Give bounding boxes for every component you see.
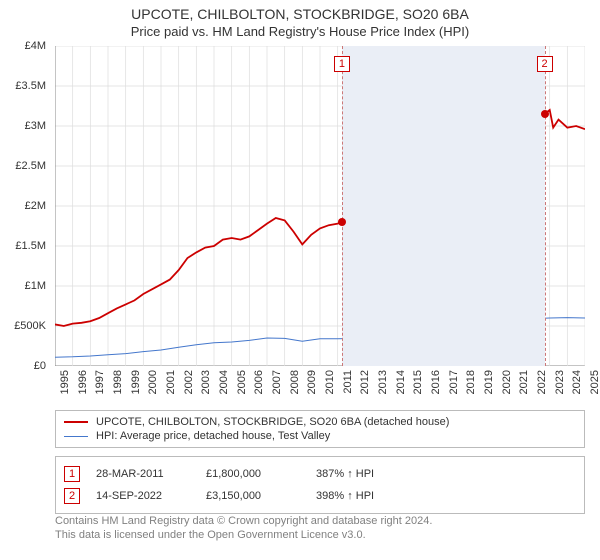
footnote-line: This data is licensed under the Open Gov… (55, 528, 585, 542)
chart-title: UPCOTE, CHILBOLTON, STOCKBRIDGE, SO20 6B… (0, 0, 600, 22)
sale-period-band (342, 46, 545, 366)
footnote-line: Contains HM Land Registry data © Crown c… (55, 514, 585, 528)
x-tick-label: 2016 (430, 370, 442, 394)
x-tick-label: 2006 (253, 370, 265, 394)
sales-date: 14-SEP-2022 (96, 490, 206, 502)
sales-row: 2 14-SEP-2022£3,150,000398% ↑ HPI (64, 485, 576, 507)
marker-label-box: 1 (334, 56, 350, 72)
x-tick-label: 2021 (518, 370, 530, 394)
sales-hpi: 387% ↑ HPI (316, 468, 576, 480)
x-tick-label: 2010 (324, 370, 336, 394)
footnote: Contains HM Land Registry data © Crown c… (55, 514, 585, 543)
y-tick-label: £3M (25, 120, 46, 132)
sales-price: £1,800,000 (206, 468, 316, 480)
x-tick-label: 2017 (448, 370, 460, 394)
y-axis-labels: £0£500K£1M£1.5M£2M£2.5M£3M£3.5M£4M (0, 46, 50, 366)
legend-swatch (64, 436, 88, 437)
chart-container: UPCOTE, CHILBOLTON, STOCKBRIDGE, SO20 6B… (0, 0, 600, 560)
x-tick-label: 1997 (94, 370, 106, 394)
x-tick-label: 2000 (147, 370, 159, 394)
x-tick-label: 2018 (465, 370, 477, 394)
y-tick-label: £4M (25, 40, 46, 52)
x-tick-label: 2004 (218, 370, 230, 394)
legend-item: UPCOTE, CHILBOLTON, STOCKBRIDGE, SO20 6B… (64, 415, 576, 429)
x-tick-label: 2008 (289, 370, 301, 394)
sales-date: 28-MAR-2011 (96, 468, 206, 480)
x-tick-label: 2019 (483, 370, 495, 394)
y-tick-label: £500K (14, 320, 46, 332)
sales-price: £3,150,000 (206, 490, 316, 502)
x-tick-label: 2013 (377, 370, 389, 394)
marker-label-box: 2 (537, 56, 553, 72)
marker-vline (545, 46, 546, 366)
x-tick-label: 1995 (59, 370, 71, 394)
x-tick-label: 2011 (342, 370, 354, 394)
x-tick-label: 2001 (165, 370, 177, 394)
x-tick-label: 2015 (412, 370, 424, 394)
x-tick-label: 2024 (571, 370, 583, 394)
x-tick-label: 2007 (271, 370, 283, 394)
sales-marker-box: 1 (64, 466, 80, 482)
x-tick-label: 2023 (554, 370, 566, 394)
x-tick-label: 2014 (395, 370, 407, 394)
legend-box: UPCOTE, CHILBOLTON, STOCKBRIDGE, SO20 6B… (55, 410, 585, 448)
marker-dot (541, 110, 549, 118)
y-tick-label: £0 (34, 360, 46, 372)
marker-dot (338, 218, 346, 226)
x-tick-label: 2005 (236, 370, 248, 394)
x-tick-label: 1996 (77, 370, 89, 394)
y-tick-label: £2M (25, 200, 46, 212)
x-tick-label: 2009 (306, 370, 318, 394)
x-tick-label: 2025 (589, 370, 600, 394)
x-tick-label: 2012 (359, 370, 371, 394)
chart-subtitle: Price paid vs. HM Land Registry's House … (0, 22, 600, 43)
x-tick-label: 1999 (130, 370, 142, 394)
legend-item: HPI: Average price, detached house, Test… (64, 429, 576, 443)
y-tick-label: £1M (25, 280, 46, 292)
sales-table: 1 28-MAR-2011£1,800,000387% ↑ HPI 2 14-SEP-… (55, 456, 585, 514)
marker-vline (342, 46, 343, 366)
sales-hpi: 398% ↑ HPI (316, 490, 576, 502)
plot-area: 12 (55, 46, 585, 366)
sales-row: 1 28-MAR-2011£1,800,000387% ↑ HPI (64, 463, 576, 485)
legend-label: UPCOTE, CHILBOLTON, STOCKBRIDGE, SO20 6B… (96, 416, 449, 428)
y-tick-label: £3.5M (15, 80, 46, 92)
y-tick-label: £2.5M (15, 160, 46, 172)
y-tick-label: £1.5M (15, 240, 46, 252)
x-tick-label: 2003 (200, 370, 212, 394)
x-tick-label: 1998 (112, 370, 124, 394)
sales-marker-box: 2 (64, 488, 80, 504)
legend-swatch (64, 421, 88, 423)
x-axis-labels: 1995 1996 1997 1998 1999 2000 2001 2002 2003 2004… (55, 368, 585, 408)
legend-label: HPI: Average price, detached house, Test… (96, 430, 330, 442)
x-tick-label: 2002 (183, 370, 195, 394)
x-tick-label: 2022 (536, 370, 548, 394)
x-tick-label: 2020 (501, 370, 513, 394)
